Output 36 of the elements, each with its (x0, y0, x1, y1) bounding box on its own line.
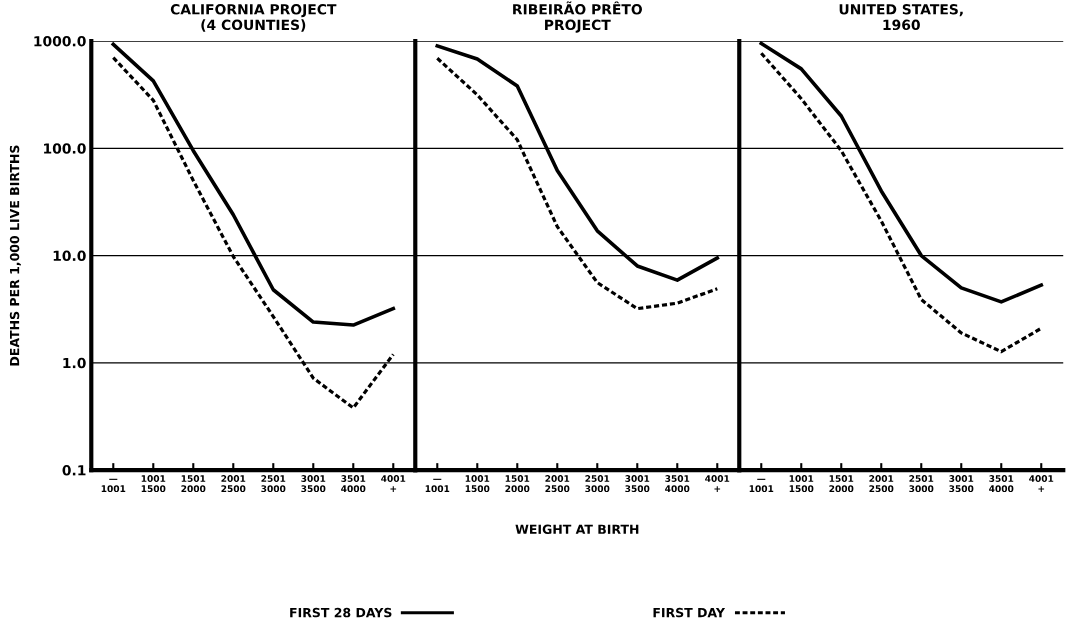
legend-label: FIRST 28 DAYS (290, 607, 392, 618)
chart-title: UNITED STATES, 1960 (839, 4, 963, 31)
x-tick-label: 3501 4000 (341, 475, 366, 493)
x-tick-label: 3501 4000 (989, 475, 1014, 493)
x-tick-label: 4001 + (381, 475, 406, 492)
y-tick-label: 1.0 (63, 357, 86, 369)
x-tick-label: 2501 3000 (909, 475, 934, 493)
y-tick-label: 10.0 (53, 250, 86, 262)
x-tick-label: 1001 1500 (465, 475, 490, 493)
x-tick-label: 3001 3500 (625, 475, 650, 493)
x-axis-title: WEIGHT AT BIRTH (515, 524, 639, 535)
x-tick-label: 1501 2000 (505, 475, 530, 493)
x-tick-label: 3501 4000 (665, 475, 690, 493)
x-tick-label: — 1001 (749, 478, 774, 493)
x-tick-label: 2001 2500 (545, 475, 570, 493)
x-tick-label: 4001 + (705, 475, 730, 492)
x-tick-label: 1001 1500 (789, 475, 814, 493)
x-tick-label: 3001 3500 (301, 475, 326, 493)
x-tick-label: — 1001 (425, 478, 450, 493)
x-tick-label: 4001 + (1029, 475, 1054, 492)
x-tick-label: 1001 1500 (141, 475, 166, 493)
x-tick-label: 3001 3500 (949, 475, 974, 493)
y-axis-title: DEATHS PER 1,000 LIVE BIRTHS (9, 145, 21, 366)
x-tick-label: 2001 2500 (221, 475, 246, 493)
x-tick-label: 2501 3000 (585, 475, 610, 493)
x-tick-label: — 1001 (101, 478, 126, 493)
x-tick-label: 2501 3000 (261, 475, 286, 493)
x-tick-label: 1501 2000 (181, 475, 206, 493)
y-tick-label: 100.0 (44, 143, 86, 154)
x-tick-label: 1501 2000 (829, 475, 854, 493)
y-tick-label: 0.1 (62, 465, 86, 476)
x-tick-label: 2001 2500 (869, 475, 894, 493)
chart-title: CALIFORNIA PROJECT (4 COUNTIES) (170, 4, 337, 32)
legend-label: FIRST DAY (653, 607, 726, 618)
chart-title: RIBEIRÃO PRÊTO PROJECT (513, 1, 642, 33)
y-tick-label: 1000.0 (34, 35, 86, 47)
